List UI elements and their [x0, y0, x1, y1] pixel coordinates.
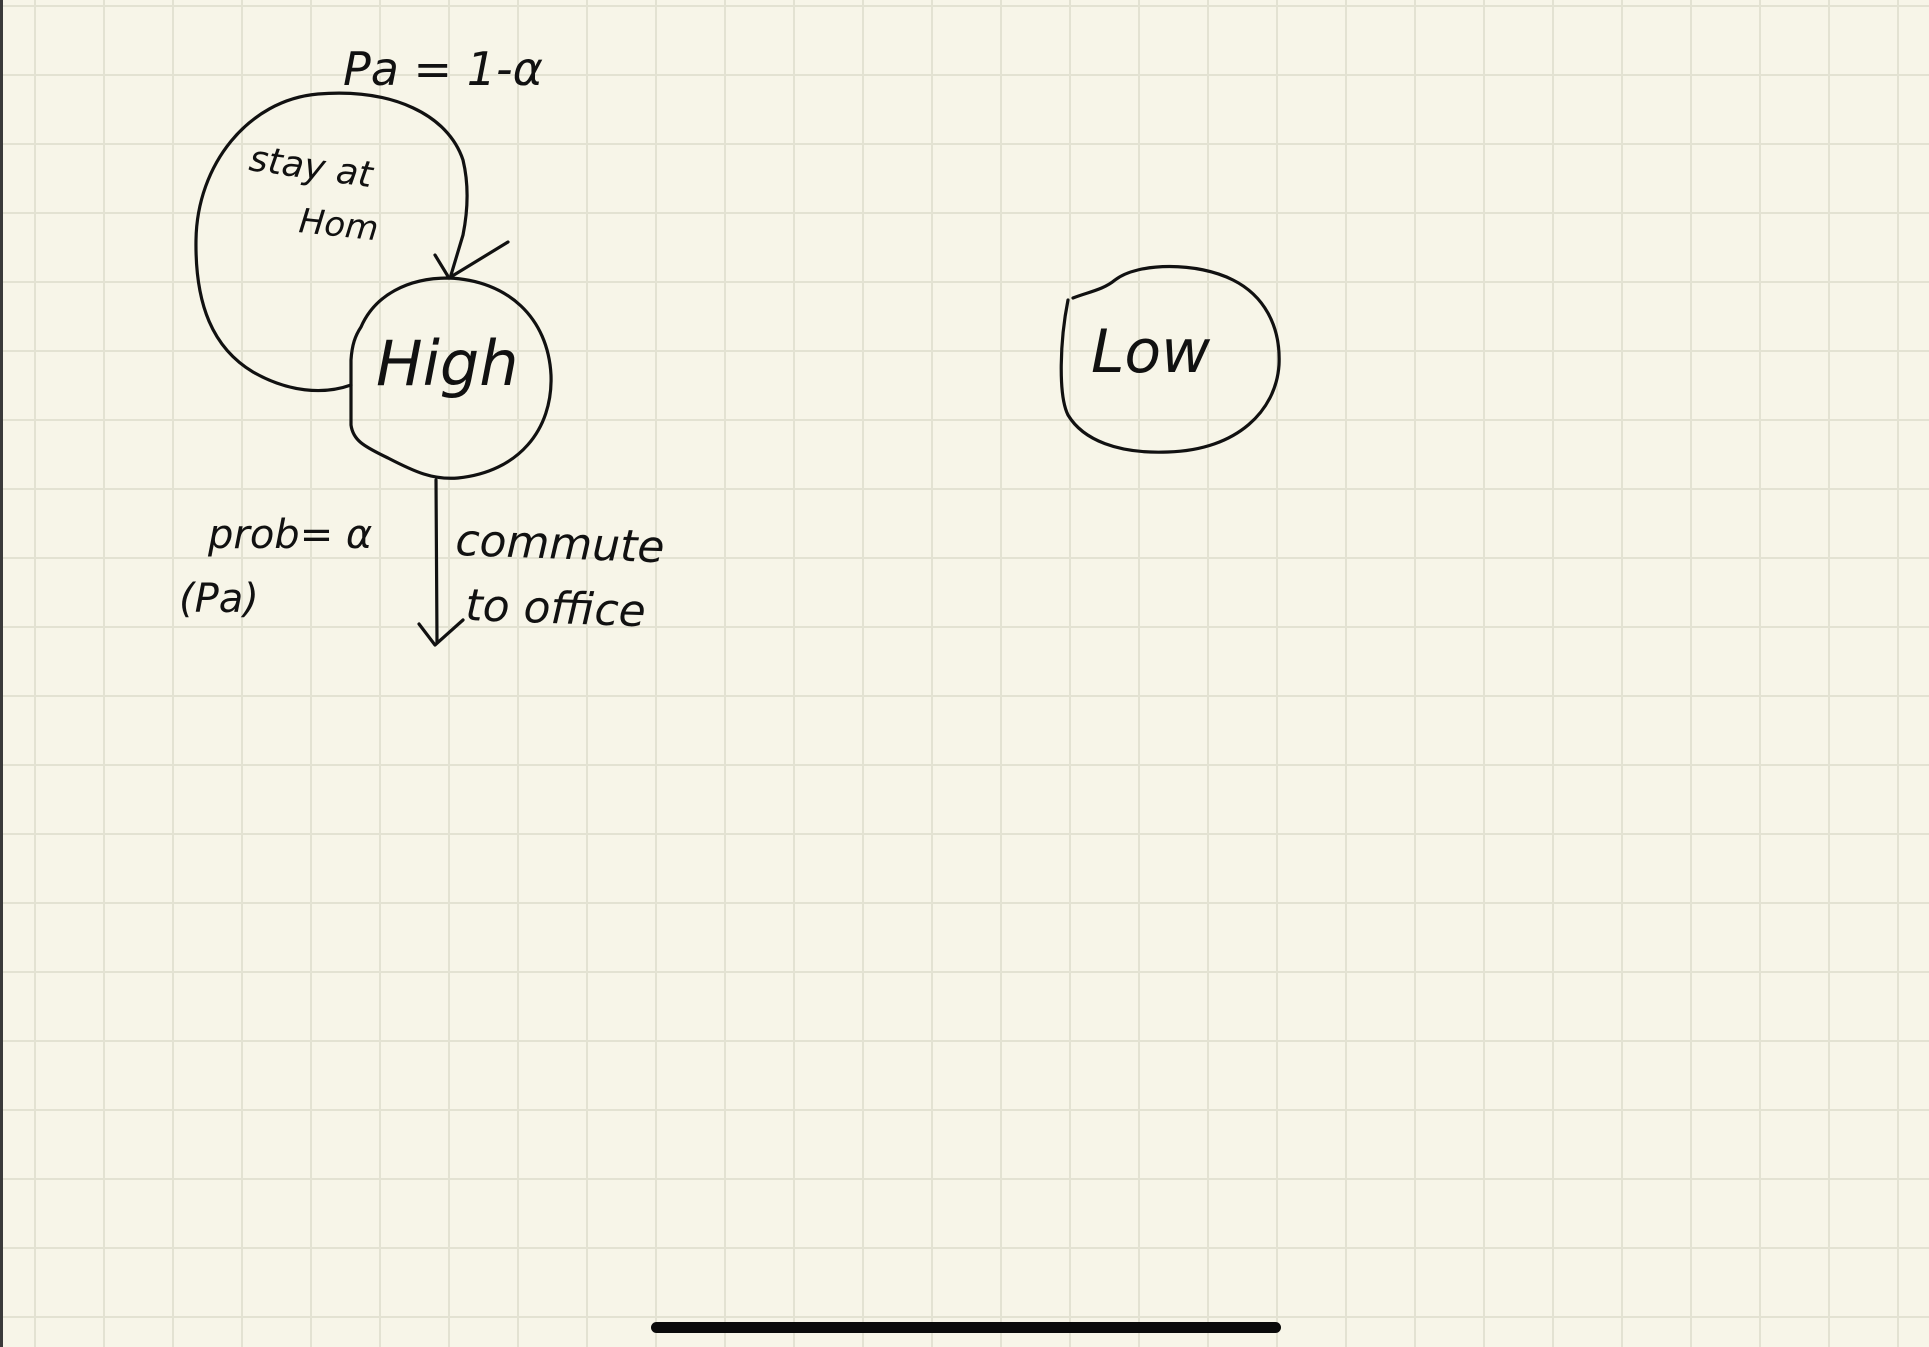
commute-arrowhead: [417, 618, 465, 647]
self-loop-edge: [194, 91, 469, 393]
node-low-circle: [1059, 264, 1281, 454]
commute-prob-note: (Pa): [179, 576, 259, 622]
commute-edge: [434, 478, 439, 644]
node-high-circle: [349, 276, 553, 480]
home-indicator-bar[interactable]: [651, 1322, 1281, 1333]
self-loop-prob: Pa = 1-α: [343, 42, 543, 96]
commute-label-line2: to office: [465, 580, 647, 637]
state-diagram: High Low Pa = 1-α stay at Hom prob= α (P…: [179, 42, 1281, 647]
self-loop-label-line1: stay at: [247, 138, 377, 196]
self-loop-arrowhead: [433, 240, 510, 280]
node-high-label: High: [376, 327, 519, 400]
self-loop-label-line2: Hom: [297, 201, 380, 249]
commute-label-line1: commute: [455, 515, 666, 573]
node-low-label: Low: [1091, 317, 1211, 387]
commute-prob: prob= α: [207, 512, 372, 558]
